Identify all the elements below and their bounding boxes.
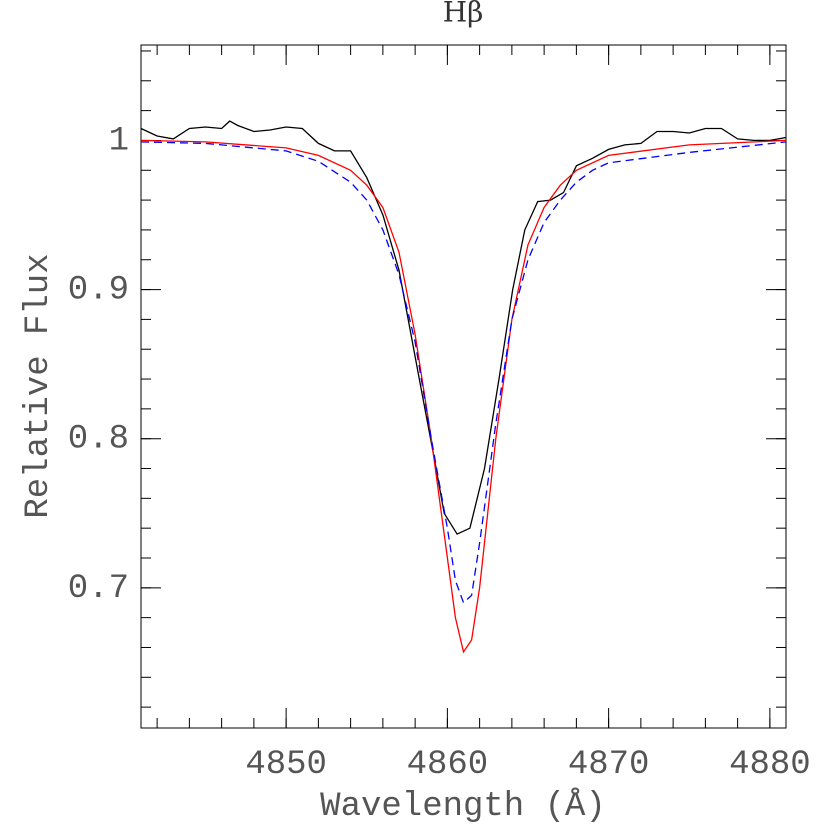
chart-title: Hβ [443,0,484,29]
x-tick-label: 4850 [245,746,327,784]
plot-frame [140,44,787,729]
data-line [140,141,787,604]
x-tick-label: 4860 [407,746,489,784]
y-tick-label: 0.7 [68,570,129,608]
y-tick-label: 0.8 [68,421,129,459]
x-axis-label: Wavelength (Å) [320,788,606,826]
data-line [140,139,787,654]
x-tick-label: 4870 [568,746,650,784]
x-tick-label: 4880 [729,746,811,784]
y-axis-label: Relative Flux [20,253,58,518]
data-line [140,120,787,535]
y-tick-label: 0.9 [68,272,129,310]
y-tick-label: 1 [109,122,129,160]
